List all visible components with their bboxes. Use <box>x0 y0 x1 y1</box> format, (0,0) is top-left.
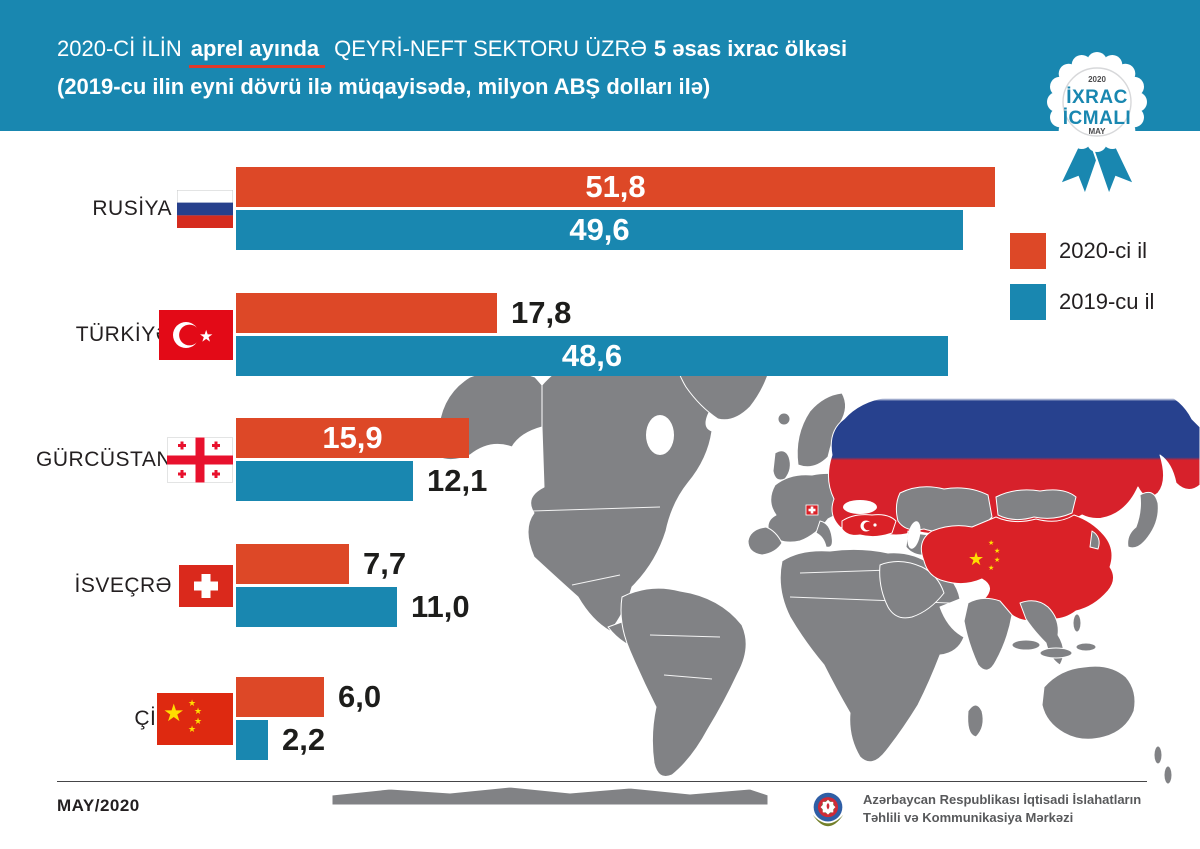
badge-title-line2: İCMALI <box>1063 108 1131 129</box>
page-subtitle: (2019-cu ilin eyni dövrü ilə müqayisədə,… <box>57 74 711 99</box>
turkey-flag-icon: ★ <box>159 309 233 360</box>
org-name-line1: Azərbaycan Respublikası İqtisadi İslahat… <box>863 792 1142 807</box>
world-map: ★ ★★ ★★ <box>331 339 1200 805</box>
legend-label: 2020-ci il <box>1059 238 1148 263</box>
map-uk <box>772 450 791 481</box>
svg-text:★: ★ <box>199 328 213 345</box>
map-new-zealand <box>1153 745 1163 765</box>
title-part1: 2020-Cİ İLİN <box>57 36 182 61</box>
map-china <box>920 514 1114 621</box>
bar-value-label: 17,8 <box>511 295 572 330</box>
map-alaska <box>437 370 543 461</box>
export-review-badge: 2020 İXRAC İCMALI MAY <box>1022 50 1172 200</box>
map-black-sea <box>843 500 877 514</box>
svg-text:★: ★ <box>994 556 1000 564</box>
map-italy <box>815 520 833 548</box>
svg-text:★: ★ <box>163 700 185 727</box>
bar-value-label: 51,8 <box>585 169 646 204</box>
map-australia <box>1041 665 1136 740</box>
map-iberia <box>747 526 783 556</box>
map-korea <box>1089 530 1100 550</box>
map-iceland <box>777 412 791 426</box>
legend-item-2020: 2020-ci il <box>1010 233 1154 269</box>
country-label: GÜRCÜSTAN <box>36 447 172 471</box>
map-china-star-icon: ★ <box>968 549 984 569</box>
legend-item-2019: 2019-cu il <box>1010 284 1154 320</box>
map-caspian-sea <box>907 521 921 549</box>
badge-title-line1: İXRAC <box>1066 87 1128 108</box>
bar-value-label: 49,6 <box>569 212 630 247</box>
legend-swatch <box>1010 233 1046 269</box>
bar-value-label: 2,2 <box>282 722 326 757</box>
title-part3: 5 əsas ixrac ölkəsi <box>653 36 848 61</box>
map-arabia <box>879 561 945 619</box>
svg-text:★: ★ <box>188 698 196 708</box>
bar-2020-russia: 51,8 <box>236 167 995 207</box>
country-label: RUSİYA <box>92 196 172 220</box>
bar-2019-russia: 49,6 <box>236 210 963 250</box>
svg-text:★: ★ <box>194 716 202 726</box>
title-underlined: aprel ayında <box>188 36 326 68</box>
page-title: 2020-Cİ İLİN aprel ayında QEYRİ-NEFT SEKTO… <box>57 36 847 68</box>
azerbaijan-emblem-icon <box>812 792 844 827</box>
map-north-america <box>527 345 714 632</box>
legend-label: 2019-cu il <box>1059 289 1155 314</box>
badge-month: MAY <box>1088 127 1106 136</box>
header-banner: 2020-Cİ İLİN aprel ayında QEYRİ-NEFT SEKTO… <box>0 0 1200 131</box>
bar-2020-china <box>236 677 324 717</box>
map-india <box>963 597 1013 671</box>
map-japan <box>1127 491 1159 549</box>
switzerland-flag-icon <box>179 564 233 607</box>
badge-seal <box>1047 52 1147 152</box>
svg-text:★: ★ <box>188 724 196 734</box>
svg-text:★: ★ <box>994 547 1000 555</box>
legend-swatch <box>1010 284 1046 320</box>
china-flag-icon: ★ ★ ★ ★ ★ <box>157 692 233 745</box>
country-label: ÇİN <box>134 706 172 730</box>
map-mongolia <box>995 489 1077 521</box>
map-switzerland <box>805 504 819 516</box>
russia-flag-icon <box>177 189 233 228</box>
map-philippines <box>1072 613 1082 633</box>
org-name-line2: Təhlili və Kommunikasiya Mərkəzi <box>863 809 1074 825</box>
map-south-america <box>620 587 747 777</box>
country-label: İSVEÇRƏ <box>74 573 172 597</box>
map-scandinavia <box>796 392 846 468</box>
bar-2019-china <box>236 720 268 760</box>
org-name: Azərbaycan Respublikası İqtisadi İslahat… <box>863 788 1141 826</box>
footer-org: Azərbaycan Respublikası İqtisadi İslahat… <box>806 788 1141 832</box>
badge-year: 2020 <box>1088 75 1106 84</box>
svg-text:★: ★ <box>988 564 994 572</box>
footer-divider <box>57 781 1147 782</box>
svg-text:★: ★ <box>194 706 202 716</box>
svg-text:★: ★ <box>988 539 994 547</box>
footer-date: MAY/2020 <box>57 796 140 815</box>
country-label: TÜRKİYƏ <box>75 322 172 346</box>
georgia-flag-icon <box>167 437 233 482</box>
title-part2: QEYRİ-NEFT SEKTORU ÜZRƏ <box>334 36 647 61</box>
map-madagascar <box>967 704 984 738</box>
map-antarctica <box>331 786 769 805</box>
chart-legend: 2020-ci il 2019-cu il <box>1010 233 1154 335</box>
bar-2020-turkey <box>236 293 497 333</box>
